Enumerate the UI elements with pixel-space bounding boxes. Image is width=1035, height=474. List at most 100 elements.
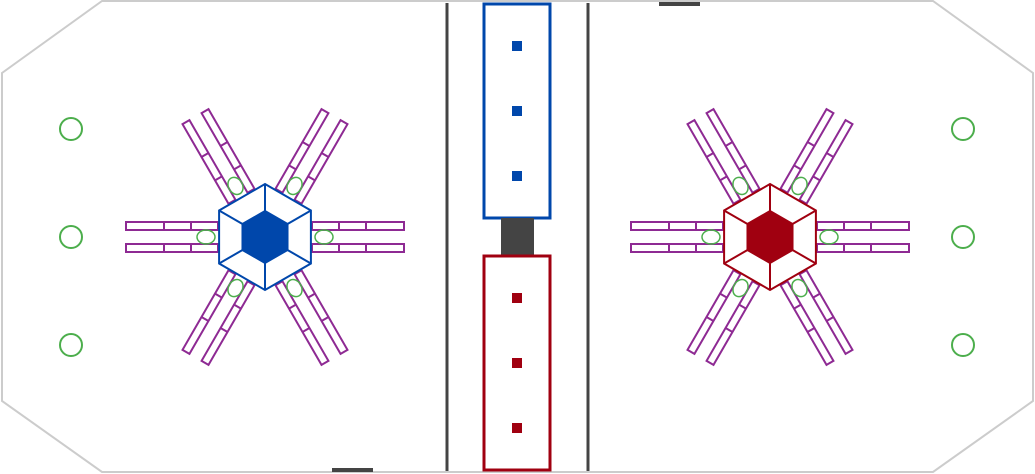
hub-spoke <box>723 209 748 225</box>
top-edge-block <box>659 2 700 6</box>
arm-marker-arc <box>791 278 808 298</box>
truss-rail <box>274 279 330 367</box>
hub-spoke <box>287 249 312 265</box>
truss-segment <box>214 292 223 299</box>
truss-rail <box>630 221 724 231</box>
truss-arm <box>274 107 349 206</box>
red-zone-square <box>512 293 522 303</box>
truss-segment <box>201 152 209 158</box>
truss-arm <box>686 107 761 206</box>
red-zone-square <box>512 358 522 368</box>
truss-segment <box>812 292 821 299</box>
zone-marker-circle <box>59 333 83 357</box>
truss-segment <box>793 303 802 310</box>
blue-zone-square <box>512 41 522 51</box>
truss-rail <box>816 243 910 253</box>
truss-segment <box>233 303 242 310</box>
zone-marker-circle <box>59 225 83 249</box>
zone-marker-circle <box>59 117 83 141</box>
truss-segment <box>321 152 329 158</box>
hub-spoke <box>218 209 243 225</box>
truss-segment <box>812 175 821 182</box>
truss-segment <box>807 327 815 333</box>
red-hub-assembly <box>630 107 910 367</box>
truss-segment <box>220 141 228 147</box>
arm-marker-arc <box>227 278 244 298</box>
truss-segment <box>302 141 310 147</box>
truss-rail <box>293 268 349 356</box>
truss-rail <box>779 279 835 367</box>
arm-marker-arc <box>286 278 303 298</box>
truss-segment <box>307 292 316 299</box>
blue-zone-square <box>512 171 522 181</box>
truss-arm <box>779 268 854 367</box>
bottom-edge-block <box>332 468 373 472</box>
truss-rail <box>705 107 761 195</box>
truss-segment <box>233 164 242 171</box>
center-red-zone <box>482 254 552 472</box>
arm-marker-arc <box>701 229 721 245</box>
truss-rail <box>686 118 742 206</box>
blue-hub-assembly <box>125 107 405 367</box>
truss-segment <box>302 327 310 333</box>
truss-segment <box>220 327 228 333</box>
truss-rail <box>311 221 405 231</box>
truss-rail <box>705 279 761 367</box>
truss-arm <box>125 221 219 253</box>
zone-marker-circle <box>951 117 975 141</box>
truss-segment <box>288 164 297 171</box>
arm-marker-arc <box>791 176 808 196</box>
truss-rail <box>274 107 330 195</box>
truss-segment <box>826 152 834 158</box>
truss-segment <box>826 316 834 322</box>
arm-marker-arc <box>314 229 334 245</box>
truss-rail <box>798 268 854 356</box>
zone-marker-circle <box>951 333 975 357</box>
truss-rail <box>816 221 910 231</box>
arm-marker-arc <box>819 229 839 245</box>
arm-marker-arc <box>196 229 216 245</box>
truss-rail <box>200 107 256 195</box>
truss-rail <box>125 243 219 253</box>
truss-arm <box>181 107 256 206</box>
red-zone-square <box>512 423 522 433</box>
hub-inner-hexagon <box>241 209 289 265</box>
truss-segment <box>321 316 329 322</box>
arm-marker-arc <box>286 176 303 196</box>
truss-rail <box>181 118 237 206</box>
hub-spoke <box>723 249 748 265</box>
arm-marker-arc <box>227 176 244 196</box>
hub-inner-hexagon <box>746 209 794 265</box>
zone-marker-circle <box>951 225 975 249</box>
arm-marker-arc <box>732 278 749 298</box>
hub-spoke <box>287 209 312 225</box>
blue-zone-square <box>512 106 522 116</box>
red-zone-box <box>482 254 552 472</box>
truss-segment <box>288 303 297 310</box>
truss-rail <box>293 118 349 206</box>
arm-marker-arc <box>732 176 749 196</box>
truss-arm <box>181 268 256 367</box>
truss-segment <box>725 141 733 147</box>
truss-arm <box>686 268 761 367</box>
truss-arm <box>274 268 349 367</box>
truss-arm <box>816 221 910 253</box>
zone-markers <box>59 117 975 357</box>
truss-rail <box>181 268 237 356</box>
truss-segment <box>307 175 316 182</box>
truss-segment <box>738 164 747 171</box>
hub-spoke <box>218 249 243 265</box>
truss-arm <box>779 107 854 206</box>
hub-spoke <box>792 249 817 265</box>
truss-arm <box>630 221 724 253</box>
truss-segment <box>807 141 815 147</box>
truss-segment <box>706 152 714 158</box>
truss-rail <box>311 243 405 253</box>
truss-rail <box>200 279 256 367</box>
truss-segment <box>201 316 209 322</box>
truss-rail <box>779 107 835 195</box>
truss-rail <box>798 118 854 206</box>
truss-arm <box>311 221 405 253</box>
truss-segment <box>725 327 733 333</box>
